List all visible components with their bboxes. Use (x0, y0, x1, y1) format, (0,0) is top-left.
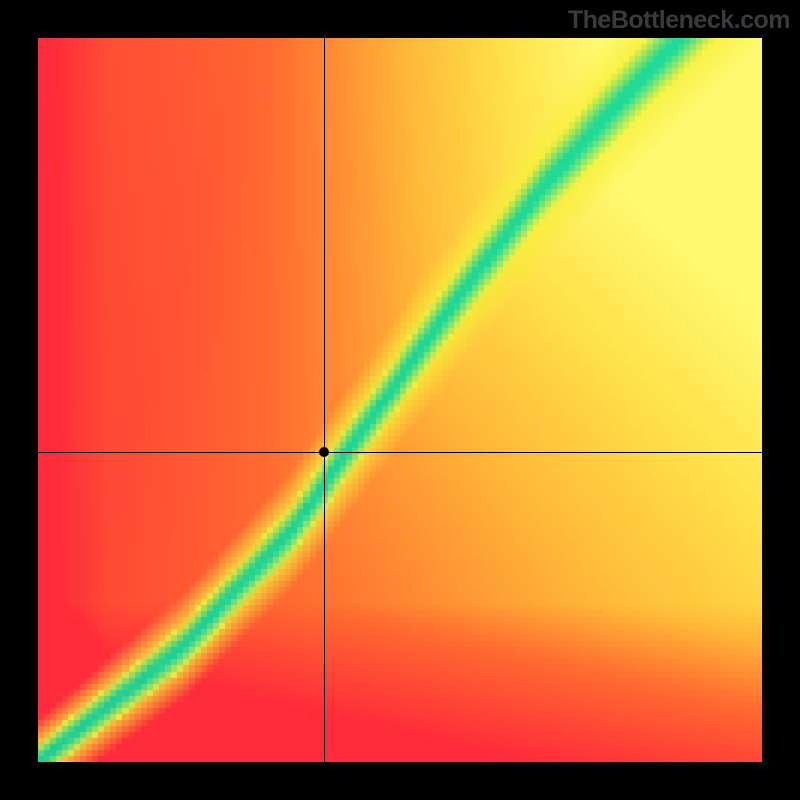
crosshair-horizontal (38, 452, 762, 453)
heatmap-canvas (38, 38, 762, 762)
plot-area (38, 38, 762, 762)
crosshair-vertical (324, 38, 325, 762)
chart-container: TheBottleneck.com (0, 0, 800, 800)
watermark-text: TheBottleneck.com (568, 6, 790, 35)
crosshair-marker (319, 447, 329, 457)
